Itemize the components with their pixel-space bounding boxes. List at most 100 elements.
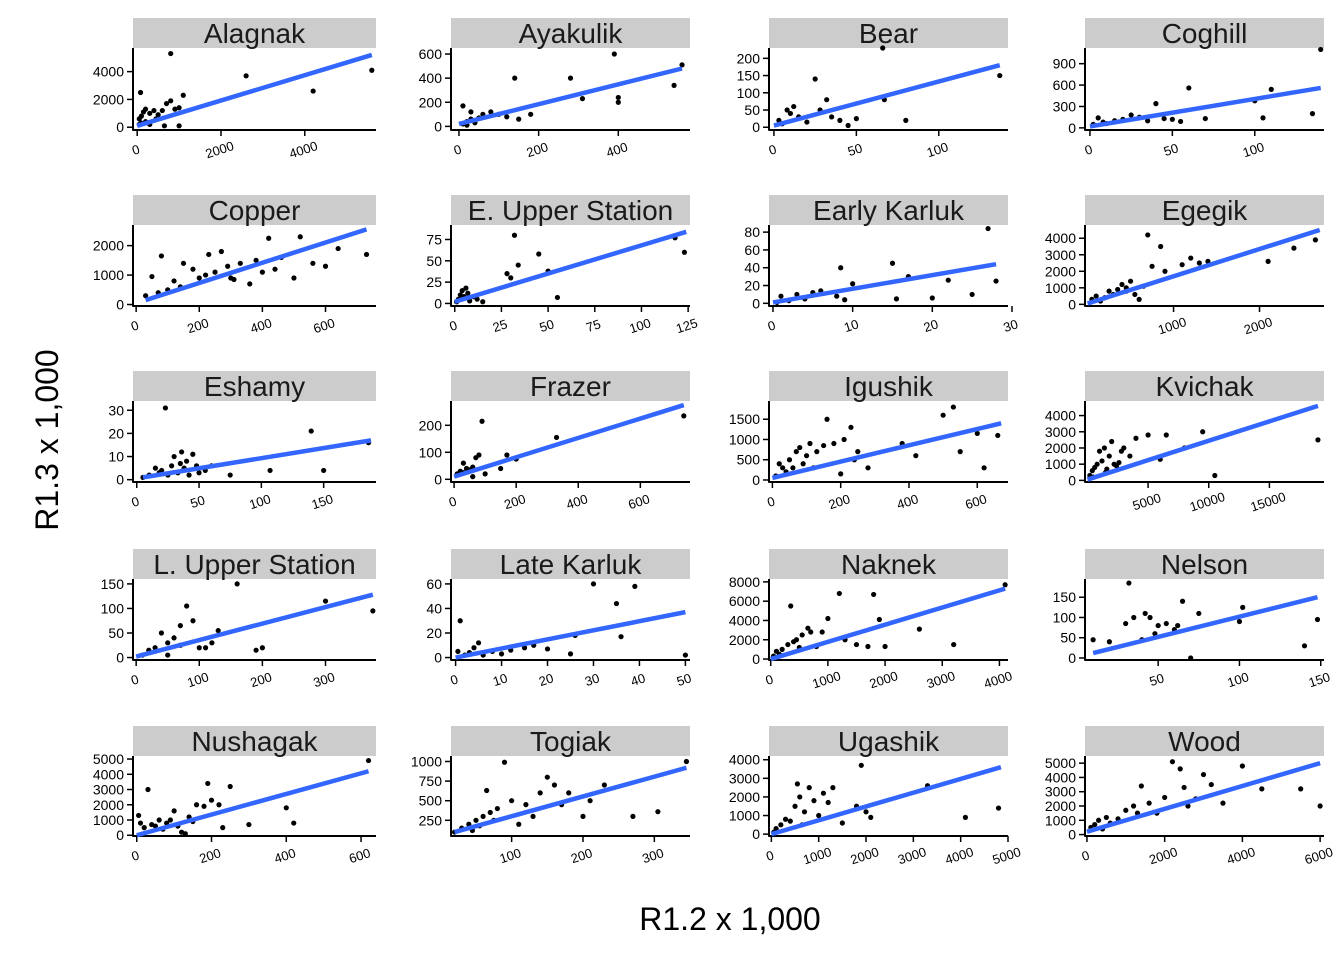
data-point (836, 590, 842, 597)
data-point (801, 809, 808, 815)
data-point (196, 645, 202, 651)
data-point (253, 257, 259, 263)
data-point (471, 645, 477, 651)
data-point (212, 269, 218, 275)
data-point (511, 232, 518, 238)
panel-togiak: Togiak 250 500 750 1000 100 200 300 (411, 726, 690, 866)
data-point (829, 114, 835, 120)
y-tick-label: 5000 (93, 751, 124, 767)
data-point (868, 814, 874, 820)
x-tick-label: 25 (491, 316, 509, 335)
data-point (787, 110, 794, 117)
panel-strip (451, 195, 690, 225)
y-tick-label: 4000 (1045, 230, 1076, 246)
y-axis-title: R1.3 x 1,000 (29, 349, 65, 530)
data-point (1169, 759, 1176, 765)
data-point (838, 265, 844, 271)
data-point (974, 430, 980, 436)
panel-strip-label: Early Karluk (813, 195, 965, 226)
data-point (473, 817, 479, 823)
data-point (516, 116, 522, 122)
data-point (788, 603, 794, 609)
y-tick-label: 4000 (1045, 769, 1076, 785)
panel-strip-label: Wood (1168, 726, 1241, 757)
data-point (459, 288, 465, 294)
panel-strip (1085, 18, 1324, 48)
data-point (889, 260, 896, 266)
data-point (1115, 286, 1121, 293)
x-tick-label: 4000 (982, 668, 1014, 691)
y-tick-label: 0 (434, 471, 442, 487)
data-point (1312, 237, 1319, 243)
data-point (1259, 786, 1265, 792)
data-point (814, 449, 820, 455)
y-tick-label: 0 (116, 472, 124, 488)
data-point (169, 463, 175, 469)
data-point (202, 645, 209, 651)
x-tick-label: 100 (247, 491, 272, 512)
x-tick-label: 0 (129, 317, 141, 334)
x-tick-label: 150 (1307, 669, 1332, 690)
y-tick-label: 2000 (1045, 440, 1076, 456)
data-point (876, 616, 882, 623)
x-tick-label: 300 (311, 669, 336, 690)
x-tick-label: 600 (963, 491, 988, 512)
data-point (476, 452, 482, 458)
data-point (834, 293, 840, 299)
panel-strip (133, 726, 376, 756)
data-point (498, 651, 505, 657)
data-point (463, 285, 469, 291)
y-tick-label: 600 (1053, 77, 1077, 93)
data-point (880, 45, 886, 51)
y-tick-label: 2000 (93, 91, 124, 107)
panel-e-upper-station: E. Upper Station 0 25 50 75 0 25 50 75 100 125 (426, 195, 699, 336)
y-tick-label: 0 (434, 650, 442, 666)
data-point (995, 432, 1001, 439)
data-point (216, 802, 222, 808)
x-tick-label: 50 (1148, 670, 1166, 689)
data-point (1314, 616, 1321, 623)
y-tick-label: 30 (108, 402, 124, 418)
data-point (553, 434, 560, 441)
data-point (460, 103, 466, 109)
data-point (470, 474, 476, 480)
data-point (168, 50, 174, 57)
data-point (1127, 278, 1134, 284)
data-point (504, 114, 510, 120)
x-tick-label: 2000 (849, 844, 881, 867)
panel-frazer: Frazer 0 100 200 0 200 400 600 (419, 371, 690, 512)
x-tick-label: 1000 (810, 668, 842, 691)
data-point (1301, 643, 1308, 649)
data-point (171, 278, 177, 284)
data-point (494, 805, 500, 812)
y-tick-label: 200 (419, 417, 443, 433)
data-point (1131, 614, 1137, 621)
y-tick-label: 0 (752, 295, 760, 311)
panel-strip-label: Frazer (530, 371, 611, 402)
data-point (841, 436, 847, 443)
panel-strip-label: Nelson (1161, 549, 1248, 580)
data-point (945, 277, 951, 283)
data-point (799, 632, 805, 638)
data-point (1162, 268, 1168, 274)
data-point (272, 266, 278, 272)
x-tick-label: 100 (498, 845, 523, 866)
y-tick-label: 0 (116, 297, 124, 313)
panel-strip-label: Eshamy (204, 371, 305, 402)
y-tick-label: 0 (1068, 650, 1076, 666)
panel-strip-label: Ugashik (838, 726, 940, 757)
data-point (566, 790, 572, 796)
data-point (567, 651, 574, 657)
data-point (515, 262, 521, 268)
data-point (291, 820, 297, 826)
data-point (579, 96, 586, 102)
data-point (215, 627, 221, 634)
y-tick-label: 0 (1068, 472, 1076, 488)
panel-copper: Copper 0 1000 2000 0 200 400 600 (93, 195, 376, 336)
data-point (140, 109, 147, 115)
x-tick-label: 600 (311, 315, 336, 336)
data-point (824, 416, 830, 422)
data-point (220, 825, 226, 831)
panel-strip-label: Igushik (844, 371, 934, 402)
y-tick-label: 20 (108, 425, 124, 441)
